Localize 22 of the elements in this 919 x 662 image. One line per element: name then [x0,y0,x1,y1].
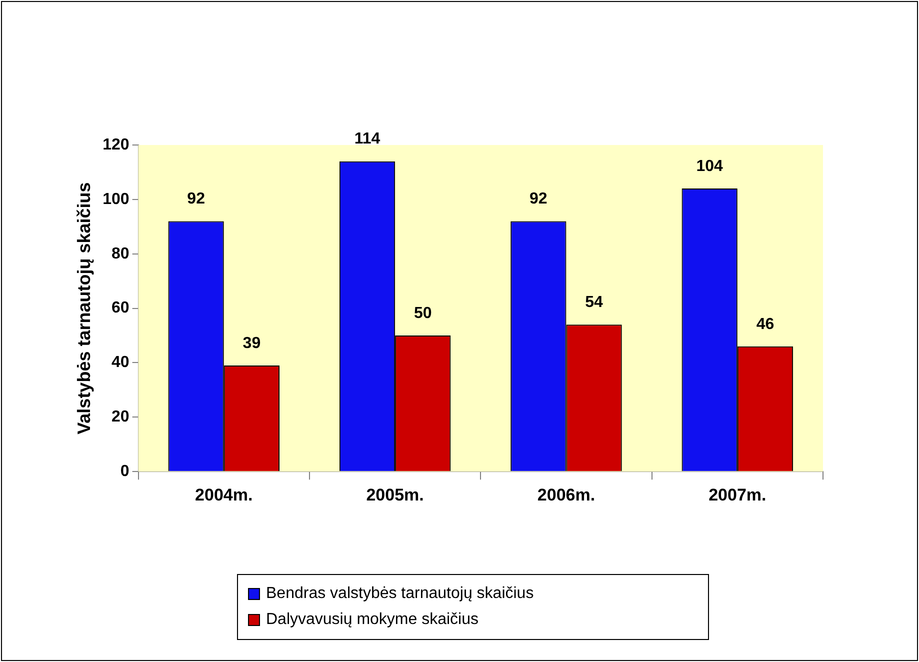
data-label: 54 [585,294,604,312]
data-label: 46 [756,316,774,333]
legend-label: Bendras valstybės tarnautojų skaičius [266,585,534,603]
x-tick-label: 2004m. [195,485,253,504]
data-label: 92 [530,190,548,208]
legend-label: Dalyvavusių mokyme skaičius [266,611,479,629]
y-tick-label: 20 [112,408,130,426]
y-tick-label: 120 [102,136,130,154]
data-label: 50 [414,304,432,322]
data-label: 114 [354,130,380,148]
data-label: 92 [187,190,206,208]
data-label: 39 [242,334,261,352]
x-tick-label: 2005m. [366,485,424,504]
x-tick-label: 2006m. [537,485,596,504]
y-axis-title: Valstybės tarnautojų skaičius [74,182,94,434]
y-tick-label: 80 [112,245,130,262]
y-tick-label: 60 [112,300,130,317]
y-tick-label: 100 [102,190,130,208]
y-tick-label: 40 [112,354,130,372]
y-tick-label: 0 [120,463,130,480]
x-tick-label: 2007m. [708,485,766,504]
data-label: 104 [696,158,724,175]
